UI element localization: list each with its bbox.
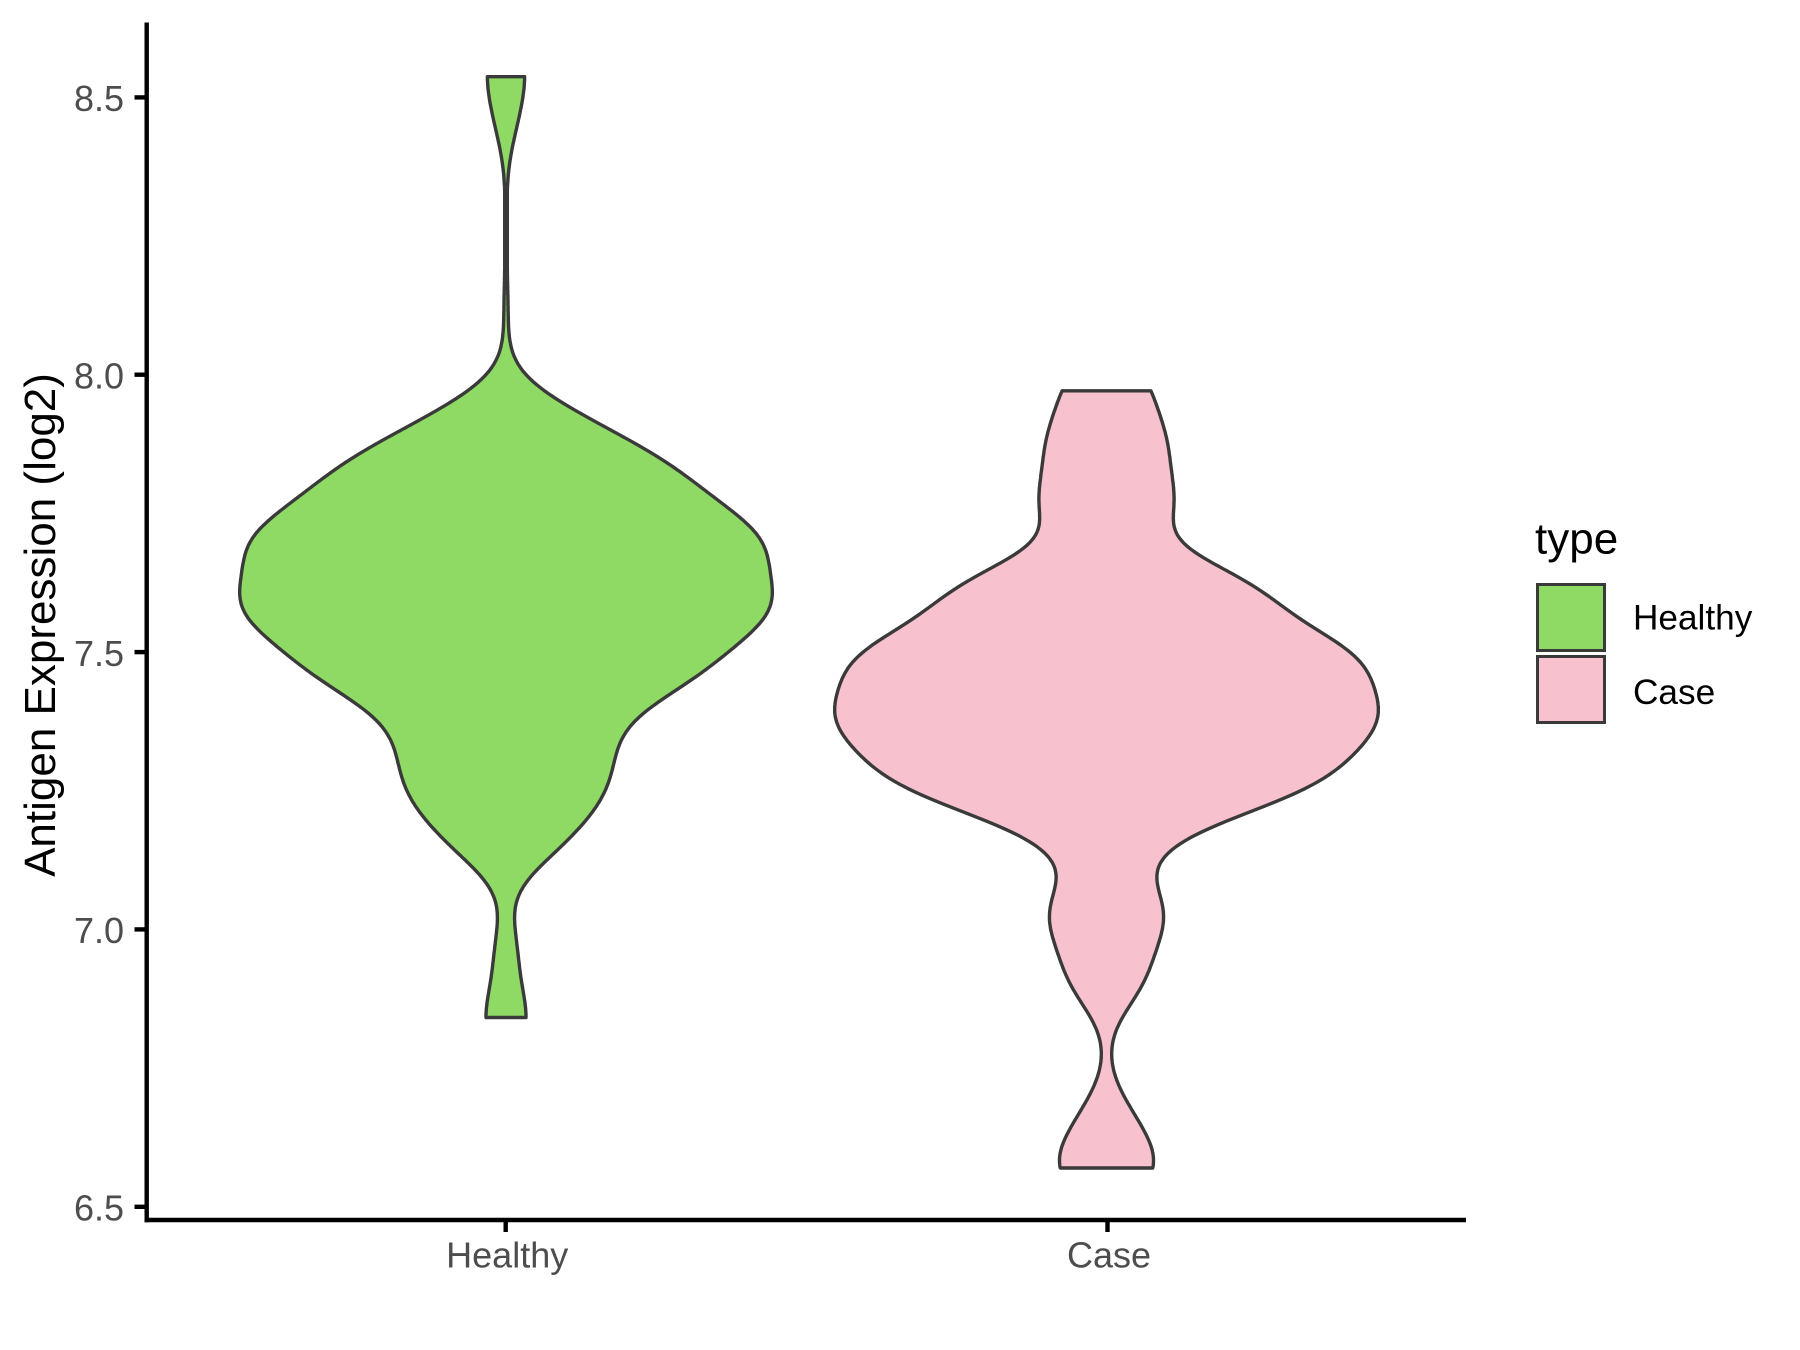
svg-text:6.5: 6.5 bbox=[74, 1188, 124, 1229]
svg-text:8.5: 8.5 bbox=[74, 78, 124, 119]
svg-text:7.5: 7.5 bbox=[74, 633, 124, 674]
svg-text:8.0: 8.0 bbox=[74, 356, 124, 397]
svg-text:7.0: 7.0 bbox=[74, 910, 124, 951]
svg-text:Healthy: Healthy bbox=[446, 1235, 568, 1276]
svg-text:Antigen Expression (log2): Antigen Expression (log2) bbox=[16, 373, 65, 877]
svg-text:Case: Case bbox=[1633, 673, 1715, 712]
svg-text:type: type bbox=[1535, 515, 1618, 564]
svg-text:Healthy: Healthy bbox=[1633, 599, 1753, 638]
svg-text:Case: Case bbox=[1067, 1235, 1151, 1276]
